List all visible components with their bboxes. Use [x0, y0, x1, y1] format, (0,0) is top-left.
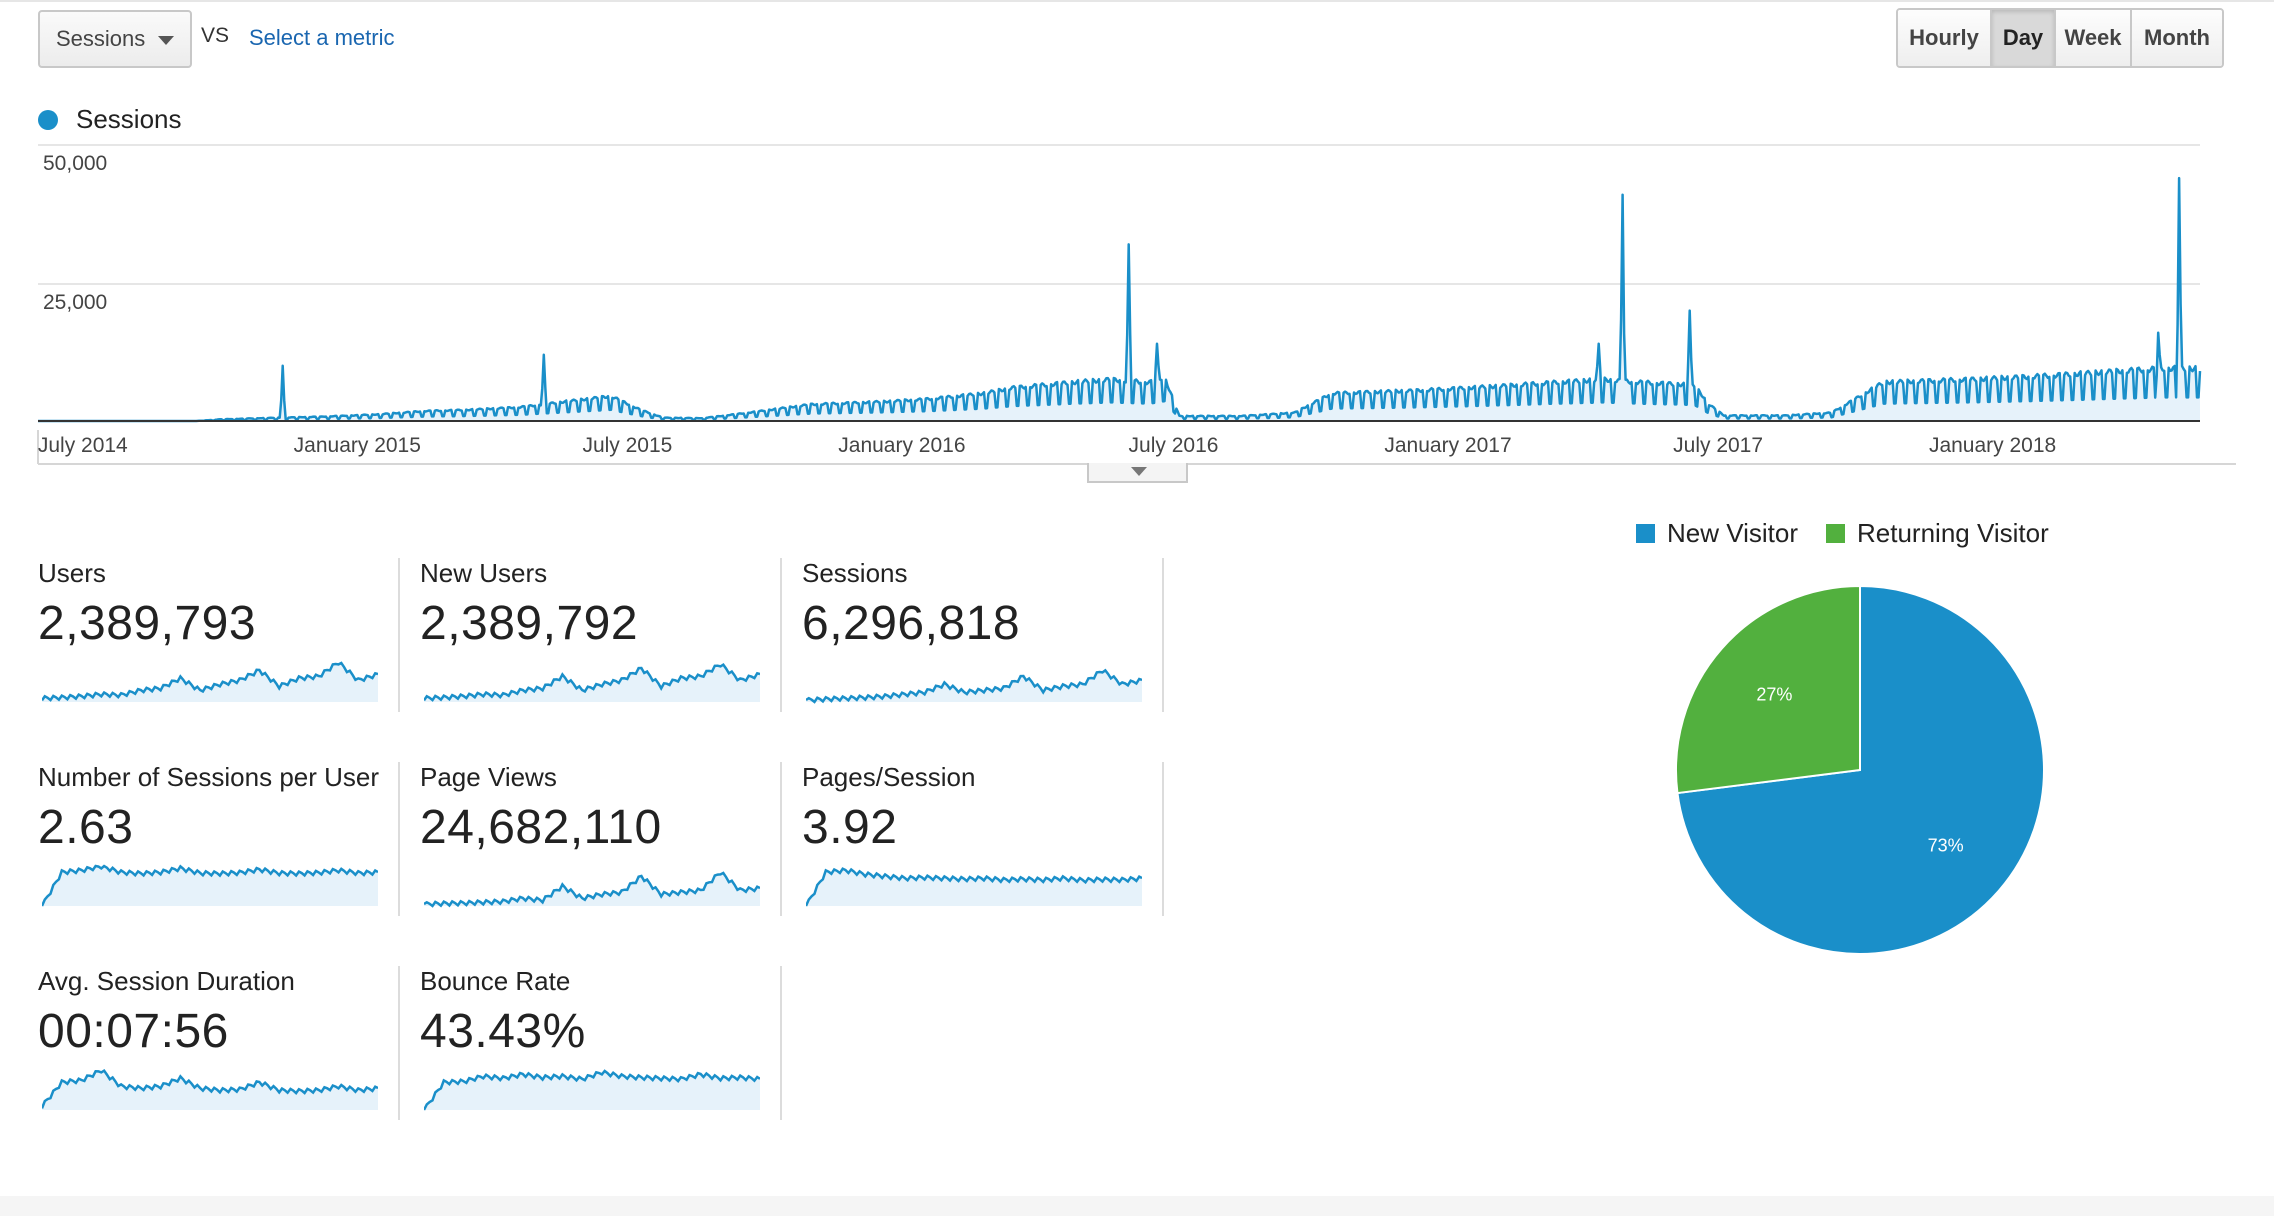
x-tick-label: July 2017 — [1673, 434, 1763, 457]
sparkline-line — [424, 871, 760, 908]
scorecard-label: Users — [38, 558, 106, 588]
scorecard-bounce-rate[interactable]: Bounce Rate 43.43% — [420, 966, 782, 1120]
scorecard-sparkline — [424, 871, 760, 908]
pie-slice-label: 27% — [1756, 685, 1792, 705]
scorecard-value: 43.43% — [420, 1005, 586, 1058]
sparkline-line — [806, 668, 1142, 704]
scorecard-label: New Users — [420, 558, 548, 588]
hourly-button[interactable]: Hourly — [1898, 10, 1992, 66]
chart-collapse-toggle[interactable] — [1087, 463, 1188, 483]
chevron-down-icon — [1131, 467, 1147, 476]
sessions-area-fill — [38, 178, 2200, 421]
sparkline-fill — [806, 868, 1142, 906]
vs-label: VS — [201, 24, 230, 47]
x-tick-label: July 2014 — [38, 434, 128, 457]
x-tick-label: July 2015 — [582, 434, 672, 457]
scorecard-sparkline — [806, 867, 1142, 907]
top-divider — [0, 0, 2274, 5]
scorecard-page-views[interactable]: Page Views 24,682,110 — [420, 762, 782, 916]
sparkline-fill — [806, 670, 1142, 702]
legend-new-visitor-label: New Visitor — [1667, 518, 1799, 548]
legend-swatch-icon — [1636, 524, 1655, 543]
pie-slice-returning-visitor[interactable] — [1675, 584, 1861, 795]
sparkline-line — [424, 663, 760, 702]
scorecard-pages-per-session[interactable]: Pages/Session 3.92 — [802, 762, 1164, 916]
metric-select-value: Sessions — [56, 26, 146, 51]
sessions-area-chart: 50,000 25,000 July 2014 January 2015 July … — [37, 144, 2236, 465]
sparkline-line — [42, 661, 378, 702]
scorecard-label: Bounce Rate — [420, 966, 571, 996]
sparkline-fill — [42, 866, 378, 906]
sparkline-line — [42, 864, 378, 907]
sparkline-line — [806, 867, 1142, 907]
scorecard-sparkline — [42, 1069, 378, 1110]
legend-sessions-label: Sessions — [76, 104, 182, 134]
x-tick-label: January 2015 — [294, 434, 421, 457]
sparkline-line — [424, 1069, 760, 1111]
scorecard-label: Sessions — [802, 558, 908, 588]
scorecard-users[interactable]: Users 2,389,793 — [38, 558, 400, 712]
metric-select-dropdown[interactable]: Sessions — [38, 10, 192, 68]
scorecard-value: 2,389,792 — [420, 597, 639, 650]
sessions-line — [38, 176, 2202, 423]
x-tick-label: January 2017 — [1384, 434, 1511, 457]
sparkline-fill — [424, 873, 760, 906]
scorecard-value: 2,389,793 — [38, 597, 257, 650]
sparkline-line — [42, 1069, 378, 1109]
week-button[interactable]: Week — [2056, 10, 2132, 66]
scorecard-value: 00:07:56 — [38, 1005, 229, 1058]
scorecard-label: Pages/Session — [802, 762, 976, 792]
legend-returning-visitor[interactable]: Returning Visitor — [1826, 518, 2049, 549]
scorecard-sessions[interactable]: Sessions 6,296,818 — [802, 558, 1164, 712]
scorecard-sparkline — [806, 668, 1142, 704]
scorecard-new-users[interactable]: New Users 2,389,792 — [420, 558, 782, 712]
scorecard-label: Number of Sessions per User — [38, 762, 380, 792]
scorecard-sparkline — [42, 661, 378, 702]
granularity-toggle: Hourly Day Week Month — [1896, 8, 2224, 68]
month-button[interactable]: Month — [2132, 10, 2222, 66]
sparkline-fill — [42, 663, 378, 702]
sessions-series — [38, 176, 2202, 423]
scorecard-sparkline — [424, 663, 760, 702]
legend-new-visitor[interactable]: New Visitor — [1636, 518, 1798, 549]
scorecard-value: 2.63 — [38, 801, 134, 854]
x-axis-ticks: July 2014 January 2015 July 2015 January 20… — [38, 434, 2056, 457]
scorecard-value: 3.92 — [802, 801, 898, 854]
caret-down-icon — [158, 36, 174, 45]
x-tick-label: January 2016 — [838, 434, 965, 457]
scorecard-sparkline — [424, 1069, 760, 1111]
scorecard-label: Avg. Session Duration — [38, 966, 295, 996]
scorecard-value: 6,296,818 — [802, 597, 1021, 650]
legend-dot-icon — [38, 109, 58, 130]
x-tick-label: July 2016 — [1129, 434, 1219, 457]
legend-returning-visitor-label: Returning Visitor — [1857, 518, 2049, 548]
scorecard-sessions-per-user[interactable]: Number of Sessions per User 2.63 — [38, 762, 400, 916]
scorecard-value: 24,682,110 — [420, 801, 662, 854]
scorecard-sparkline — [42, 864, 378, 907]
y-tick-label: 50,000 — [43, 152, 107, 175]
sparkline-fill — [424, 664, 760, 702]
x-tick-label: January 2018 — [1929, 434, 2056, 457]
chart-legend: Sessions — [38, 104, 182, 135]
scorecard-avg-session-duration[interactable]: Avg. Session Duration 00:07:56 — [38, 966, 400, 1120]
day-button[interactable]: Day — [1992, 10, 2056, 66]
scorecard-label: Page Views — [420, 762, 557, 792]
pie-slice-label: 73% — [1928, 835, 1964, 855]
select-metric-link[interactable]: Select a metric — [249, 25, 395, 50]
visitor-pie-chart: 73% 27% — [1675, 584, 2045, 955]
legend-swatch-icon — [1826, 524, 1846, 543]
bottom-edge — [0, 1196, 2274, 1216]
pie-legend: New Visitor Returning Visitor — [1636, 518, 2077, 549]
y-tick-label: 25,000 — [43, 291, 107, 314]
